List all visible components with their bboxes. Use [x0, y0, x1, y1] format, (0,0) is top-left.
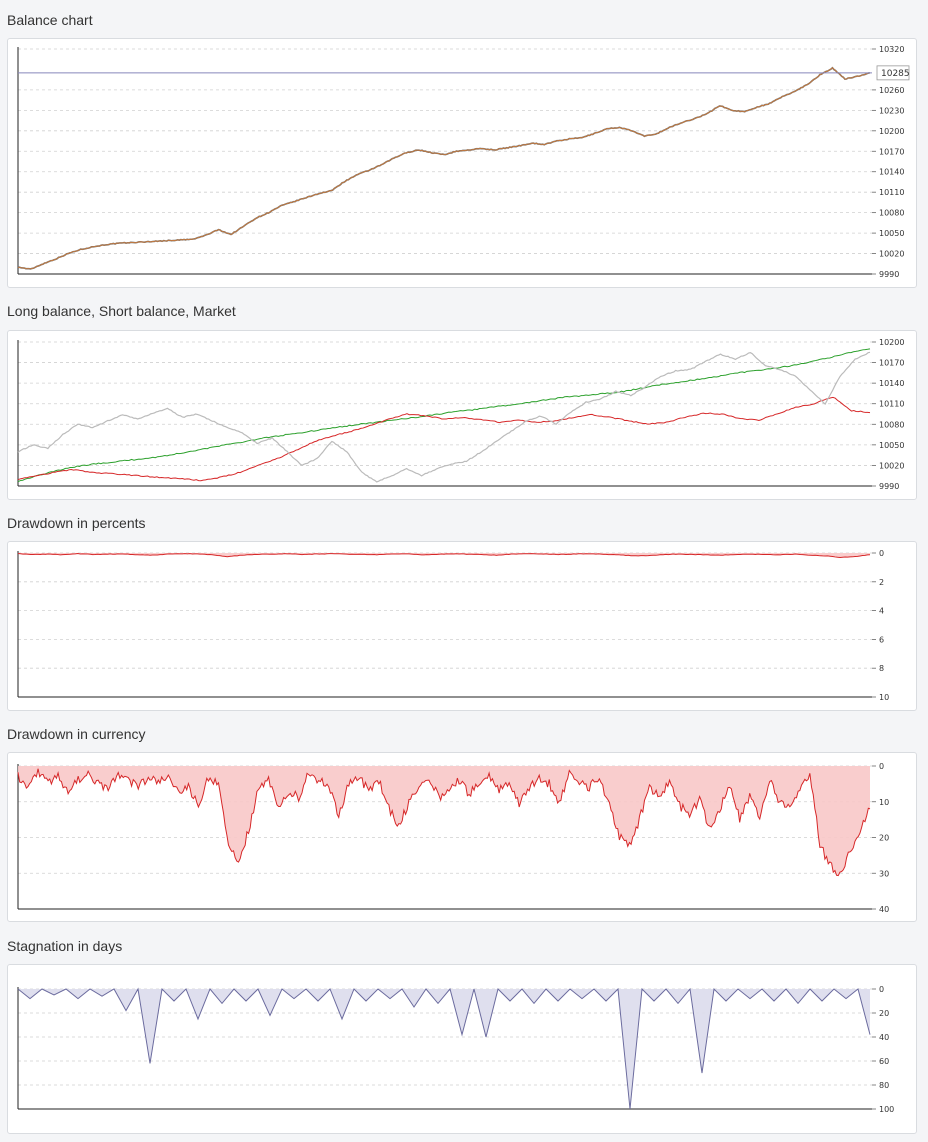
y-tick-label: 10050	[879, 441, 904, 450]
y-tick-label: 30	[879, 869, 889, 878]
y-tick-label: 10140	[879, 168, 904, 177]
stagnation-days-chart: 0 20 40 60 80 100	[17, 985, 894, 1114]
y-tick-label: 10020	[879, 250, 904, 259]
y-tick-label: 0	[879, 549, 884, 558]
drawdown-percent-chart: 0 2 4 6 8 10	[17, 549, 889, 702]
short-series-line	[17, 396, 871, 482]
balance-line-shadow	[17, 66, 871, 270]
y-tick-label: 40	[879, 905, 889, 914]
y-tick-label: 10260	[879, 86, 904, 95]
balance-chart-title: Balance chart	[7, 12, 93, 28]
y-tick-label: 9990	[879, 270, 899, 279]
drawdown-currency-title: Drawdown in currency	[7, 726, 146, 742]
y-tick-label: 10050	[879, 229, 904, 238]
balance-chart: 10320 10260 10230 10200 10170 10140 10110 10080…	[17, 45, 910, 279]
drawdown-currency-panel: 0 10 20 30 40	[7, 752, 917, 922]
long-short-market-panel: 10200 10170 10140 10110 10080 10050 10020 9990	[7, 330, 917, 500]
y-tick-label: 10110	[879, 400, 904, 409]
drawdown-percent-panel: 0 2 4 6 8 10	[7, 541, 917, 711]
y-tick-label: 10080	[879, 209, 904, 218]
y-tick-label: 10140	[879, 379, 904, 388]
y-tick-label: 100	[879, 1105, 894, 1114]
y-tick-label: 10170	[879, 359, 904, 368]
y-tick-label: 20	[879, 834, 889, 843]
drawdown-currency-line	[17, 768, 871, 877]
y-tick-label: 80	[879, 1081, 889, 1090]
drawdown-percent-line	[17, 553, 871, 558]
y-tick-label: 20	[879, 1009, 889, 1018]
stagnation-days-panel: 0 20 40 60 80 100	[7, 964, 917, 1134]
long-short-market-chart: 10200 10170 10140 10110 10080 10050 10020 9990	[17, 338, 904, 491]
y-tick-label: 10	[879, 798, 889, 807]
y-tick-label: 10170	[879, 147, 904, 156]
y-tick-label: 10	[879, 693, 889, 702]
y-tick-label: 0	[879, 985, 884, 994]
long-series-line	[17, 348, 871, 483]
y-tick-label: 40	[879, 1033, 889, 1042]
stagnation-days-line	[17, 987, 871, 1110]
y-tick-label: 10110	[879, 188, 904, 197]
y-tick-label: 10200	[879, 338, 904, 347]
y-tick-label: 2	[879, 578, 884, 587]
drawdown-currency-chart: 0 10 20 30 40	[17, 762, 889, 914]
drawdown-percents-title: Drawdown in percents	[7, 515, 146, 531]
current-value-label: 10285	[881, 69, 910, 79]
y-tick-label: 10200	[879, 127, 904, 136]
long-short-market-title: Long balance, Short balance, Market	[7, 303, 236, 319]
y-tick-label: 60	[879, 1057, 889, 1066]
y-tick-label: 8	[879, 664, 884, 673]
balance-line	[17, 67, 871, 270]
y-tick-label: 9990	[879, 482, 899, 491]
y-tick-label: 10020	[879, 461, 904, 470]
y-tick-label: 6	[879, 635, 884, 644]
stagnation-days-area	[18, 989, 870, 1109]
y-tick-label: 10230	[879, 106, 904, 115]
y-tick-label: 0	[879, 762, 884, 771]
y-tick-label: 4	[879, 607, 884, 616]
stagnation-days-title: Stagnation in days	[7, 938, 123, 954]
y-tick-label: 10080	[879, 420, 904, 429]
current-value-box	[876, 65, 910, 81]
market-series-line	[17, 351, 871, 483]
drawdown-percent-area	[18, 553, 870, 558]
balance-chart-panel: 10320 10260 10230 10200 10170 10140 10110 10080…	[7, 38, 917, 288]
y-tick-label: 10320	[879, 45, 904, 54]
